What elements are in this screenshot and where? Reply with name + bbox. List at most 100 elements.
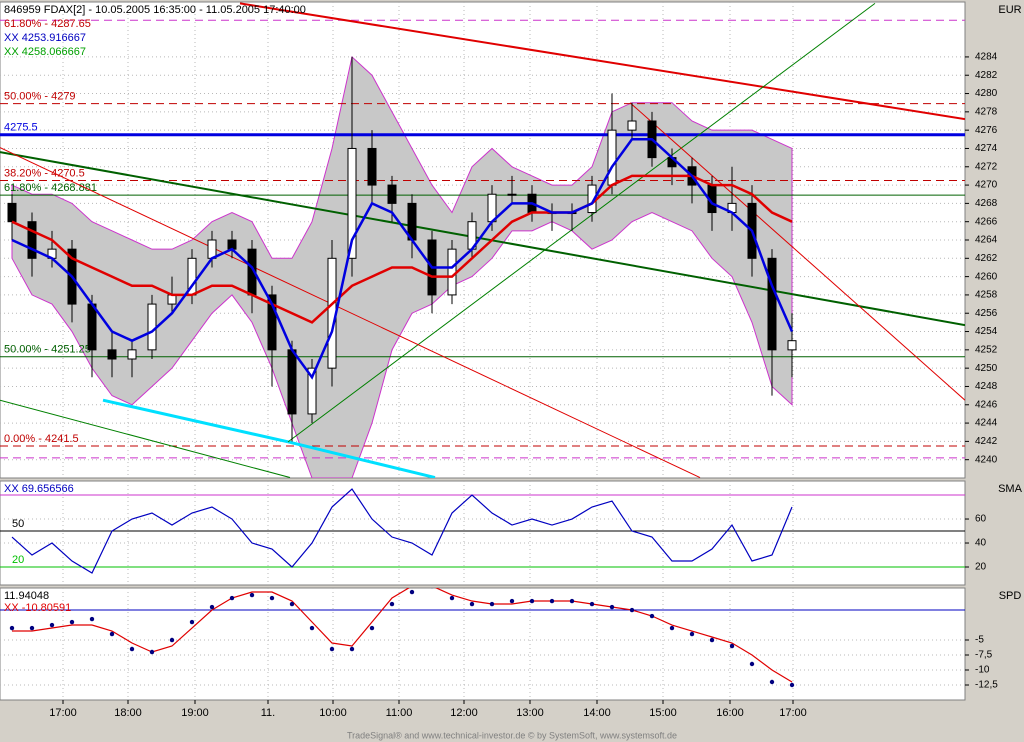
trend-line bbox=[102, 398, 289, 444]
dot bbox=[469, 601, 475, 607]
annotation: XX 69.656566 bbox=[4, 483, 74, 495]
y-tick-label: 4248 bbox=[975, 381, 998, 392]
y-tick-label: -10 bbox=[975, 665, 990, 676]
dot bbox=[569, 598, 575, 604]
y-tick-label: 40 bbox=[975, 538, 987, 549]
trend-line bbox=[287, 440, 436, 478]
candle-body bbox=[107, 349, 117, 360]
series-line bbox=[11, 174, 793, 324]
dot bbox=[669, 625, 675, 631]
level-label: 50.00% - 4279 bbox=[4, 91, 76, 103]
annotation: XX 4258.066667 bbox=[4, 46, 86, 58]
level-label: 61.80% - 4268.881 bbox=[4, 182, 97, 194]
dot bbox=[529, 598, 535, 604]
dot bbox=[269, 595, 275, 601]
candle-body bbox=[207, 239, 217, 259]
level-label: 50.00% - 4251.25 bbox=[4, 344, 91, 356]
candle-body bbox=[7, 202, 17, 223]
y-tick-label: 4280 bbox=[975, 88, 998, 99]
annotation: 11.94048 bbox=[4, 590, 49, 602]
x-tick-label: 12:00 bbox=[450, 707, 478, 719]
y-tick-label: 4268 bbox=[975, 198, 998, 209]
level-label: 38.20% - 4270.5 bbox=[4, 167, 85, 179]
dot bbox=[609, 604, 615, 610]
footer: TradeSignal® and www.technical-investor.… bbox=[347, 730, 677, 740]
dot bbox=[329, 646, 335, 652]
y-tick-label: 4278 bbox=[975, 106, 998, 117]
y-tick-label: 4276 bbox=[975, 125, 998, 136]
axis-label: SPD bbox=[999, 590, 1022, 602]
dot bbox=[389, 601, 395, 607]
y-tick-label: -5 bbox=[975, 635, 984, 646]
candle-body bbox=[607, 129, 617, 186]
plot-area bbox=[0, 480, 966, 586]
dot bbox=[49, 622, 55, 628]
dot bbox=[409, 589, 415, 595]
y-tick-label: 60 bbox=[975, 514, 987, 525]
dot bbox=[169, 637, 175, 643]
y-tick-label: 4266 bbox=[975, 216, 998, 227]
panel: 50 20 bbox=[0, 481, 965, 585]
x-tick-label: 18:00 bbox=[114, 707, 142, 719]
y-tick-label: -12,5 bbox=[975, 680, 998, 691]
dot bbox=[29, 625, 35, 631]
series-line bbox=[11, 138, 794, 380]
trend-line bbox=[0, 399, 291, 478]
y-tick-label: 4254 bbox=[975, 326, 998, 337]
dot bbox=[129, 646, 135, 652]
y-tick-label: 4244 bbox=[975, 418, 998, 429]
y-tick-label: 4270 bbox=[975, 180, 998, 191]
candle-body bbox=[287, 349, 297, 415]
dot bbox=[689, 631, 695, 637]
candle-body bbox=[787, 340, 797, 351]
y-tick-label: 4240 bbox=[975, 454, 998, 465]
y-tick-label: 4242 bbox=[975, 436, 998, 447]
axis-label: EUR bbox=[998, 4, 1021, 16]
level-label: 50 bbox=[12, 518, 24, 530]
dot bbox=[109, 631, 115, 637]
dot bbox=[589, 601, 595, 607]
y-tick-label: 4246 bbox=[975, 399, 998, 410]
x-tick-label: 13:00 bbox=[516, 707, 544, 719]
candle-body bbox=[147, 303, 157, 351]
y-tick-label: 4262 bbox=[975, 253, 998, 264]
dot bbox=[229, 595, 235, 601]
trend-line bbox=[0, 151, 965, 327]
dot bbox=[449, 595, 455, 601]
candle-body bbox=[507, 193, 517, 196]
dot bbox=[189, 619, 195, 625]
candle-body bbox=[87, 303, 97, 351]
trend-line bbox=[0, 147, 701, 478]
level-label: 0.00% - 4241.5 bbox=[4, 433, 79, 445]
x-tick-label: 16:00 bbox=[716, 707, 744, 719]
dot bbox=[489, 601, 495, 607]
annotation: XX -10.80591 bbox=[4, 602, 71, 614]
dot bbox=[509, 598, 515, 604]
dot bbox=[9, 625, 15, 631]
dot bbox=[149, 649, 155, 655]
y-tick-label: 4260 bbox=[975, 271, 998, 282]
y-tick-label: 4264 bbox=[975, 235, 998, 246]
annotation: 61.80% - 4287.65 bbox=[4, 18, 91, 30]
x-tick-label: 19:00 bbox=[181, 707, 209, 719]
dot bbox=[649, 613, 655, 619]
x-tick-label: 15:00 bbox=[649, 707, 677, 719]
axis-label: SMA bbox=[998, 483, 1023, 495]
level-label: 4275.5 bbox=[4, 122, 38, 134]
candle-body bbox=[447, 248, 457, 296]
annotation: XX 4253.916667 bbox=[4, 32, 86, 44]
candle-body bbox=[367, 147, 377, 186]
dot bbox=[89, 616, 95, 622]
y-tick-label: 20 bbox=[975, 562, 987, 573]
y-tick-label: 4252 bbox=[975, 344, 998, 355]
x-tick-label: 10:00 bbox=[319, 707, 347, 719]
candle-body bbox=[387, 184, 397, 204]
dot bbox=[349, 646, 355, 652]
dot bbox=[209, 604, 215, 610]
plot-area bbox=[0, 587, 966, 701]
panel bbox=[0, 588, 965, 700]
level-label: 20 bbox=[12, 554, 24, 566]
series-line bbox=[11, 488, 793, 574]
y-tick-label: 4274 bbox=[975, 143, 998, 154]
